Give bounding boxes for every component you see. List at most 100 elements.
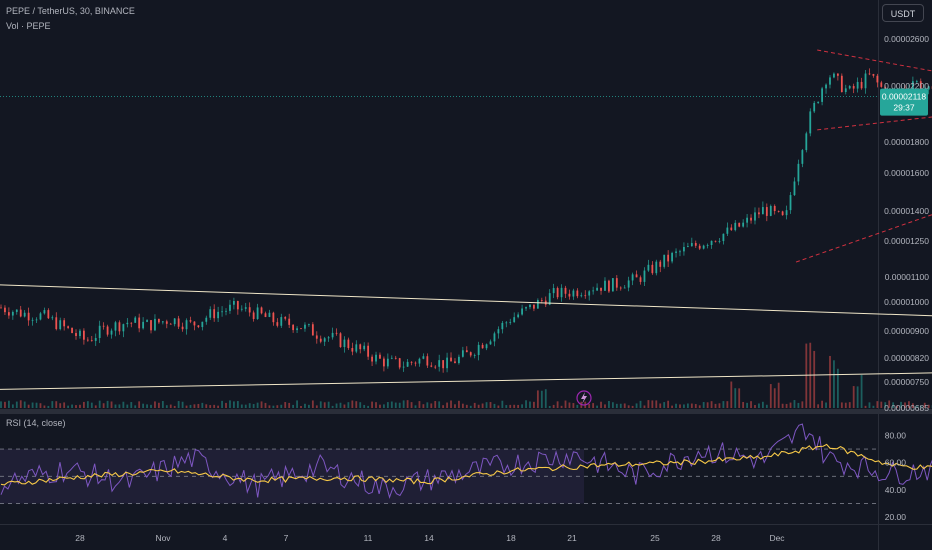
volume-bar [477,404,480,408]
volume-bar [236,401,239,408]
candle-body [509,322,512,323]
candle-body [856,81,859,89]
symbol-line[interactable]: PEPE / TetherUS, 30, BINANCE [6,6,135,16]
volume-bar [596,405,598,408]
candle-body [260,307,263,314]
candle-body [505,322,508,324]
volume-bar [742,401,745,408]
volume-bar [114,404,117,408]
volume-bar [896,405,899,408]
candle-body [683,246,685,252]
candle-body [706,244,709,246]
volume-bar [213,404,216,408]
candle-body [82,330,85,340]
quote-currency-button[interactable]: USDT [882,4,924,22]
volume-bar [173,405,176,408]
volume-bar [63,402,66,408]
volume-bar [623,403,626,408]
volume-bar [509,404,512,408]
candle-body [726,227,729,234]
candle-body [236,301,239,310]
volume-bar [525,400,527,408]
candle-body [90,340,93,342]
volume-bar [7,400,10,408]
volume-bar [564,400,567,408]
volume-bar [335,403,338,408]
candle-body [442,360,445,369]
candle-body [351,347,354,352]
volume-bar [635,403,638,408]
volume-bar [619,403,622,408]
volume-bar [469,405,472,408]
volume-bar [264,402,267,408]
volume-bar [734,388,737,408]
volume-bar [276,405,279,408]
candle-body [450,357,452,362]
candle-body [118,322,121,332]
support-line [0,284,932,317]
candle-body [635,274,638,278]
candle-body [536,300,539,309]
volume-bar [260,401,263,408]
volume-bar [51,401,54,408]
volume-indicator-label[interactable]: Vol · PEPE [6,21,51,31]
candle-body [233,301,235,305]
volume-bar [521,404,523,408]
candle-body [371,356,373,362]
volume-bar [465,404,468,408]
volume-bar [134,405,137,408]
time-tick-label: 14 [424,533,434,543]
volume-bar [446,402,448,408]
volume-bar [292,404,295,408]
candle-body [836,73,839,76]
rsi-indicator-label[interactable]: RSI (14, close) [6,418,66,428]
candle-body [552,288,555,294]
candle-body [173,318,176,325]
candle-body [363,345,366,350]
candle-body [67,326,70,328]
candle-body [264,313,267,317]
candle-body [86,339,89,341]
candle-body [864,73,867,89]
candle-body [833,73,835,78]
volume-bar [659,403,662,408]
candle-body [868,73,871,75]
rsi-tick-label: 40.00 [885,485,907,495]
candle-body [276,322,279,326]
volume-bar [529,401,531,408]
volume-bar [880,401,883,408]
volume-bar [805,343,808,408]
volume-bar [363,404,366,408]
volume-bar [82,401,85,408]
volume-bar [568,402,571,408]
candle-body [359,344,362,350]
candle-body [852,86,855,89]
candle-body [718,241,721,242]
candle-body [639,277,642,282]
candle-body [138,317,141,329]
volume-bar [268,405,271,408]
volume-bar [434,401,437,408]
candle-body [465,350,468,353]
candle-body [797,163,800,182]
price-tick-label: 0.00001800 [884,137,929,147]
volume-bar [647,400,650,408]
candle-body [304,324,306,329]
candle-body [402,366,405,368]
candle-body [51,317,54,319]
candle-body [434,366,437,368]
candle-body [663,254,666,267]
volume-bar [690,403,693,408]
price-tick-label: 0.00001600 [884,168,929,178]
volume-bar [860,374,863,408]
volume-bar [158,402,160,408]
lightning-icon-ring [576,390,592,406]
volume-bar [138,401,141,408]
volume-bar [694,404,697,408]
candle-body [94,337,97,341]
volume-bar [248,403,251,408]
volume-bar [892,402,895,408]
volume-bar [671,405,673,408]
